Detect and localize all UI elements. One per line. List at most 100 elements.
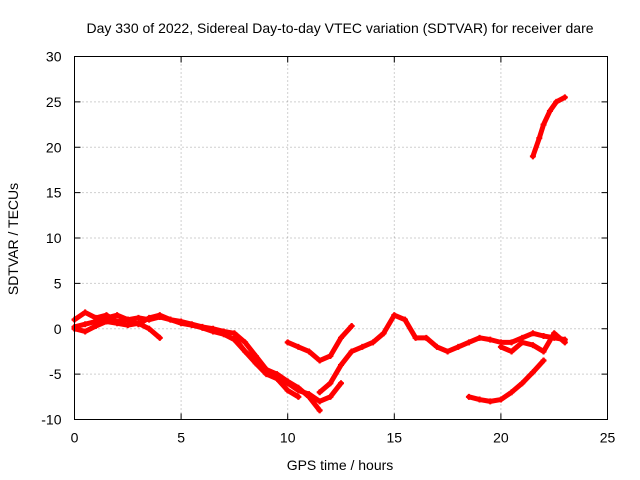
- data-point: [444, 348, 451, 355]
- data-point: [338, 362, 344, 369]
- series-track-i: [529, 94, 568, 160]
- x-tick-label: 15: [387, 430, 403, 446]
- y-tick-label: 15: [46, 185, 62, 201]
- data-point: [476, 396, 483, 403]
- data-point: [433, 343, 440, 350]
- y-tick-label: -10: [41, 412, 61, 428]
- data-point: [391, 312, 398, 319]
- x-tick-label: 10: [280, 430, 296, 446]
- y-axis-label: SDTVAR / TECUs: [5, 183, 21, 295]
- data-point: [553, 98, 560, 105]
- data-point: [540, 121, 547, 128]
- y-tick-label: -5: [49, 366, 62, 382]
- data-point: [529, 369, 536, 376]
- data-point: [476, 334, 483, 341]
- y-tick-labels: -10 -5 0 5 10 15 20 25 30: [41, 49, 61, 428]
- data-point: [306, 348, 313, 355]
- data-point: [316, 407, 323, 414]
- data-point: [529, 330, 536, 337]
- series-track-d: [231, 334, 302, 400]
- series-track-f: [316, 312, 568, 396]
- data-point: [146, 325, 153, 332]
- data-point: [146, 314, 153, 321]
- y-tick-label: 5: [54, 275, 62, 291]
- x-tick-label: 5: [177, 430, 185, 446]
- data-point: [529, 342, 536, 349]
- data-point: [423, 334, 430, 341]
- data-point: [455, 343, 462, 350]
- data-point: [327, 380, 334, 387]
- data-point: [338, 334, 344, 341]
- data-point: [338, 380, 344, 387]
- y-tick-label: 10: [46, 230, 62, 246]
- data-point: [519, 339, 526, 346]
- data-point: [508, 339, 515, 346]
- data-point: [327, 352, 334, 359]
- plot-frame: [74, 56, 608, 420]
- data-point: [188, 322, 195, 329]
- data-point: [316, 357, 323, 364]
- series-line: [530, 94, 568, 159]
- data-point: [242, 348, 249, 355]
- data-point: [497, 396, 504, 403]
- data-point: [114, 312, 121, 319]
- series-track-b: [71, 312, 323, 414]
- series-line: [466, 358, 547, 404]
- data-point: [231, 334, 238, 341]
- data-point: [263, 371, 270, 378]
- data-point: [551, 330, 558, 337]
- data-point: [380, 330, 387, 337]
- data-point: [359, 343, 366, 350]
- data-point: [199, 324, 206, 331]
- data-point: [252, 360, 259, 367]
- series-track-g: [465, 357, 547, 405]
- series-line: [285, 323, 355, 364]
- x-tick-label: 20: [493, 430, 509, 446]
- data-point: [316, 389, 323, 396]
- data-point: [82, 328, 89, 335]
- data-point: [306, 393, 313, 400]
- data-point: [156, 334, 163, 341]
- data-point: [103, 318, 110, 325]
- data-point: [465, 393, 472, 400]
- data-point: [274, 375, 281, 382]
- data-point: [295, 384, 302, 391]
- data-point: [295, 343, 302, 350]
- data-point: [487, 398, 494, 405]
- data-point: [327, 393, 334, 400]
- data-point: [369, 339, 376, 346]
- data-point: [561, 94, 568, 101]
- data-point: [82, 309, 89, 316]
- data-point: [114, 320, 121, 327]
- data-point: [284, 387, 291, 394]
- series-track-h: [497, 330, 568, 355]
- data-point: [135, 314, 142, 321]
- data-point: [561, 339, 568, 346]
- y-tick-label: 20: [46, 139, 62, 155]
- data-point: [529, 153, 536, 160]
- data-point: [546, 107, 553, 114]
- data-point: [92, 323, 99, 330]
- data-point: [508, 348, 515, 355]
- data-point: [540, 333, 547, 340]
- data-point: [156, 312, 163, 319]
- data-point: [348, 348, 355, 355]
- data-point: [540, 357, 547, 364]
- x-tick-label: 0: [71, 430, 79, 446]
- data-point: [497, 343, 504, 350]
- data-point: [316, 398, 323, 405]
- x-tick-label: 25: [600, 430, 616, 446]
- data-point: [167, 316, 174, 323]
- data-point: [508, 389, 515, 396]
- data-point: [465, 339, 472, 346]
- y-tick-label: 25: [46, 94, 62, 110]
- x-axis-label: GPS time / hours: [287, 457, 394, 473]
- data-point: [401, 316, 408, 323]
- data-point: [540, 348, 547, 355]
- data-point: [536, 135, 543, 142]
- data-point: [124, 316, 131, 323]
- data-series: [71, 94, 568, 414]
- y-tick-label: 0: [54, 321, 62, 337]
- data-point: [284, 339, 291, 346]
